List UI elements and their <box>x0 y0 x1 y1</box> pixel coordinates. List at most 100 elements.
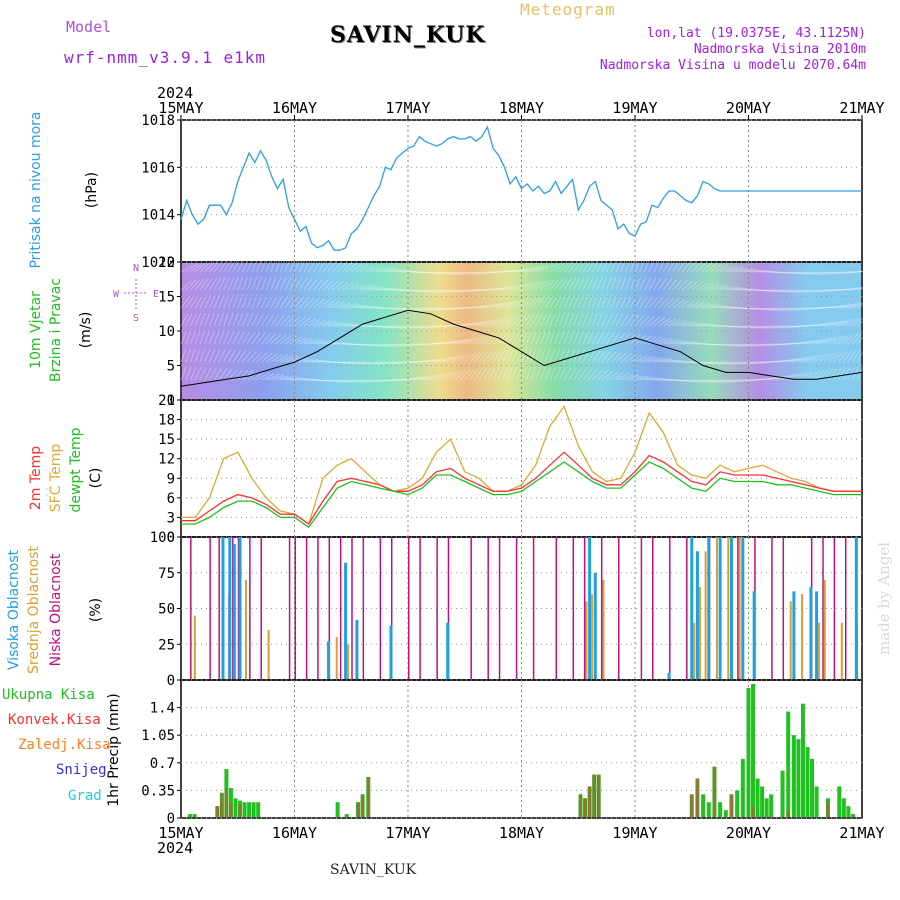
wind-barb <box>365 343 380 347</box>
wind-barb <box>464 368 475 381</box>
wind-speed-line <box>180 309 863 387</box>
wind-barb <box>204 330 210 345</box>
wind-barb <box>743 268 758 273</box>
wind-barb <box>351 361 366 365</box>
wind-barb <box>308 318 322 327</box>
low-cloud-bar <box>436 537 438 679</box>
wind-barb <box>492 302 507 309</box>
high-cloud-bar <box>718 537 722 679</box>
wind-barb <box>729 361 744 365</box>
wind-barb <box>497 286 512 291</box>
low-cloud-bar <box>652 537 654 679</box>
wind-barb <box>336 322 351 327</box>
wind-barb <box>417 289 432 293</box>
wind-barb <box>208 261 219 273</box>
wind-barb <box>639 315 650 327</box>
wind-barb <box>313 339 328 345</box>
wind-barb <box>814 369 825 381</box>
wind-barb <box>478 304 493 309</box>
total-precip-bar <box>746 687 751 817</box>
wind-barb <box>644 296 654 309</box>
wind-barb <box>516 314 527 327</box>
wind-barb <box>360 361 375 365</box>
t2m-line <box>181 451 862 525</box>
wind-barb <box>819 306 834 309</box>
wind-barb <box>441 340 455 345</box>
wind-barb <box>185 263 198 273</box>
wind-barb <box>474 305 489 309</box>
wind-barb <box>667 259 676 273</box>
wind-barb <box>256 276 262 291</box>
wind-barb <box>346 303 361 309</box>
wind-barb <box>355 264 369 273</box>
wind-barb <box>525 314 535 327</box>
wind-barb <box>653 297 664 309</box>
wind-barb <box>786 307 801 311</box>
wind-barb <box>308 339 323 345</box>
wind-barb <box>648 258 656 273</box>
wind-barb <box>294 337 308 345</box>
wind-barb <box>819 289 834 292</box>
wind-barb <box>639 376 654 381</box>
wind-barb <box>516 331 525 345</box>
low-cloud-bar <box>379 537 382 679</box>
wind-barb <box>459 271 474 275</box>
wind-barb <box>412 325 427 329</box>
compass-n: N <box>133 263 139 274</box>
wind-barb <box>313 360 328 363</box>
wind-barb <box>587 276 594 291</box>
wind-barb <box>658 358 673 363</box>
wind-barb <box>615 313 624 327</box>
wind-barb <box>757 343 772 347</box>
wind-barb <box>450 307 465 310</box>
wind-barb <box>374 287 389 291</box>
wind-barb <box>701 324 716 327</box>
wind-barb <box>596 331 605 345</box>
wind-barb <box>724 361 739 365</box>
wind-barb <box>308 298 320 309</box>
wind-barb <box>625 314 634 327</box>
high-cloud-bar <box>809 587 813 679</box>
wind-barb <box>653 277 662 291</box>
wind-barb <box>577 277 585 291</box>
wind-barb <box>753 378 768 381</box>
wind-barb <box>213 294 221 309</box>
wind-barb <box>809 354 823 363</box>
wind-barb <box>279 315 290 327</box>
wind-barb <box>800 355 814 363</box>
wind-barb <box>540 296 550 309</box>
wind-barb <box>800 307 815 310</box>
wind-barb <box>610 294 618 309</box>
wind-barb <box>265 276 272 291</box>
wind-barb <box>582 312 589 327</box>
wind-barb <box>629 334 641 345</box>
wind-barb <box>757 307 772 311</box>
wind-barb <box>464 271 479 275</box>
wind-barb <box>549 348 556 363</box>
wind-barb <box>568 294 575 309</box>
wind-barb <box>549 295 558 309</box>
wind-barb <box>426 307 441 311</box>
wind-barb <box>682 300 695 309</box>
wind-barb <box>464 337 478 345</box>
wind-barb <box>280 335 292 345</box>
wind-barb <box>488 334 499 345</box>
low-cloud-bar <box>232 537 234 679</box>
wind-barb <box>539 366 547 381</box>
wind-barb <box>506 366 513 381</box>
conv-precip-bar <box>690 794 694 817</box>
wind-barb <box>762 377 777 381</box>
wind-barb <box>724 379 739 383</box>
wind-barb <box>696 262 707 273</box>
wind-barb <box>506 332 516 345</box>
wind-barb <box>403 343 418 347</box>
wind-barb <box>237 294 244 309</box>
time-tick-top: 16MAY <box>272 99 317 117</box>
total-precip-bar <box>701 794 706 817</box>
wind-barb <box>591 294 598 309</box>
wind-barb <box>332 342 347 345</box>
wind-barb <box>648 316 661 327</box>
wind-barb <box>592 350 601 363</box>
wind-barb <box>251 313 259 327</box>
total-precip-bar <box>335 802 340 817</box>
